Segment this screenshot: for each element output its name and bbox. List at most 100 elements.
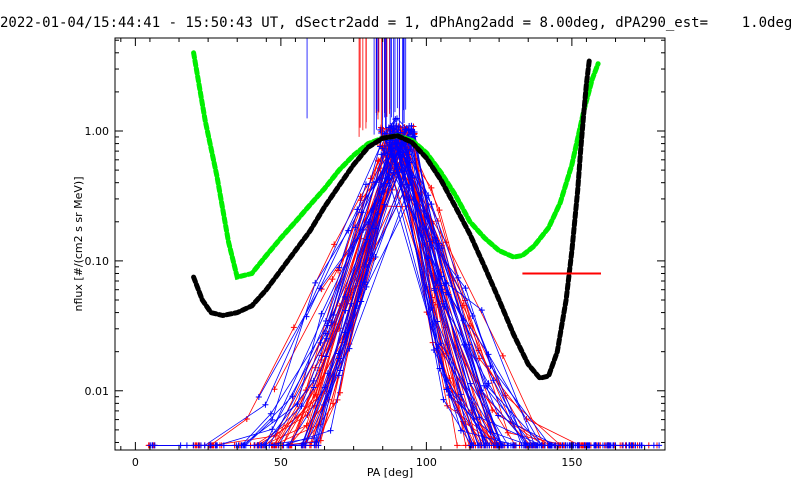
blue-trace-marker xyxy=(402,126,409,133)
blue-trace-marker xyxy=(425,254,432,261)
blue-trace-marker xyxy=(254,442,261,449)
y-axis-label: nflux [#/(cm2 s sr MeV)] xyxy=(72,177,85,312)
blue-trace-marker xyxy=(393,161,400,168)
blue-trace-marker xyxy=(255,394,262,401)
blue-trace-marker xyxy=(345,227,352,234)
red-trace-marker xyxy=(290,324,297,331)
blue-trace-marker xyxy=(656,442,663,449)
blue-trace-marker xyxy=(352,224,359,231)
blue-trace-marker xyxy=(487,363,494,370)
red-trace-marker xyxy=(317,437,324,444)
blue-trace-marker xyxy=(546,442,553,449)
blue-trace-line xyxy=(210,126,400,446)
blue-trace-line xyxy=(150,125,410,446)
blue-trace-marker xyxy=(207,442,214,449)
blue-trace-marker xyxy=(636,442,643,449)
y-tick-label: 0.01 xyxy=(85,385,110,398)
blue-trace-marker xyxy=(460,317,467,324)
blue-trace-line xyxy=(152,129,406,446)
x-axis-label: PA [deg] xyxy=(367,466,413,479)
red-trace-marker xyxy=(329,276,336,283)
y-tick-label: 0.10 xyxy=(85,255,110,268)
red-trace-marker xyxy=(499,352,506,359)
x-tick-label: 0 xyxy=(132,456,139,469)
blue-trace-line xyxy=(258,128,395,398)
blue-trace-marker xyxy=(310,384,317,391)
blue-trace-marker xyxy=(362,181,369,188)
red-trace-line xyxy=(213,126,399,446)
blue-trace-marker xyxy=(214,442,221,449)
blue-trace-marker xyxy=(299,442,306,449)
blue-trace-marker xyxy=(495,412,502,419)
blue-trace-marker xyxy=(353,302,360,309)
blue-trace-marker xyxy=(235,442,242,449)
blue-trace-marker xyxy=(396,123,403,130)
blue-trace-marker xyxy=(455,274,462,281)
blue-trace-marker xyxy=(484,383,491,390)
blue-trace-marker xyxy=(470,442,477,449)
blue-trace-marker xyxy=(466,341,473,348)
blue-trace-marker xyxy=(408,122,415,129)
blue-trace-marker xyxy=(378,151,385,158)
blue-trace-marker xyxy=(428,201,435,208)
chart-title: 2022-01-04/15:44:41 - 15:50:43 UT, dSect… xyxy=(0,15,793,31)
blue-trace-marker xyxy=(602,442,609,449)
blue-trace-marker xyxy=(440,300,447,307)
blue-trace-marker xyxy=(436,365,443,372)
red-trace-marker xyxy=(454,442,461,449)
blue-trace-marker xyxy=(440,396,447,403)
blue-trace-marker xyxy=(428,304,435,311)
blue-trace-marker xyxy=(322,353,329,360)
blue-trace-marker xyxy=(407,131,414,138)
red-trace-line xyxy=(193,152,396,446)
blue-trace-marker xyxy=(411,129,418,136)
red-trace-marker xyxy=(436,207,443,214)
blue-trace-marker xyxy=(478,307,485,314)
blue-trace-marker xyxy=(434,318,441,325)
blue-trace-marker xyxy=(322,317,329,324)
red-trace-line xyxy=(152,146,403,446)
blue-trace-marker xyxy=(322,330,329,337)
blue-trace-marker xyxy=(342,307,349,314)
red-trace-marker xyxy=(337,389,344,396)
blue-trace-marker xyxy=(311,442,318,449)
blue-trace-marker xyxy=(381,180,388,187)
blue-trace-marker xyxy=(267,410,274,417)
blue-trace-marker xyxy=(336,367,343,374)
blue-trace-marker xyxy=(310,377,317,384)
blue-trace-marker xyxy=(318,310,325,317)
blue-trace-marker xyxy=(327,427,334,434)
blue-trace-line xyxy=(210,140,393,446)
blue-trace-marker xyxy=(467,380,474,387)
blue-trace-marker xyxy=(197,442,204,449)
blue-trace-line xyxy=(338,132,411,359)
blue-trace-marker xyxy=(650,442,657,449)
blue-trace-marker xyxy=(313,439,320,445)
blue-trace-marker xyxy=(363,283,370,290)
red-trace-marker xyxy=(302,387,309,394)
plot-frame xyxy=(114,37,666,451)
blue-trace-marker xyxy=(386,176,393,183)
x-tick-label: 100 xyxy=(416,456,437,469)
blue-trace-marker xyxy=(372,225,379,232)
blue-trace-marker xyxy=(335,350,342,357)
blue-trace-marker xyxy=(354,206,361,213)
blue-trace-marker xyxy=(494,442,501,449)
blue-trace-marker xyxy=(269,426,276,433)
red-trace-line xyxy=(195,146,387,446)
blue-trace-marker xyxy=(317,285,324,292)
blue-trace-marker xyxy=(269,416,276,423)
x-tick-label: 150 xyxy=(561,456,582,469)
blue-trace-marker xyxy=(462,285,469,292)
x-tick-label: 50 xyxy=(274,456,288,469)
blue-trace-marker xyxy=(323,335,330,342)
blue-trace-marker xyxy=(336,264,343,271)
y-tick-label: 1.00 xyxy=(85,125,110,138)
blue-trace-marker xyxy=(424,255,431,262)
blue-trace-marker xyxy=(433,279,440,286)
blue-trace-marker xyxy=(262,401,269,408)
blue-trace-marker xyxy=(324,370,331,377)
blue-trace-marker xyxy=(393,139,400,146)
blue-trace-marker xyxy=(311,434,318,441)
